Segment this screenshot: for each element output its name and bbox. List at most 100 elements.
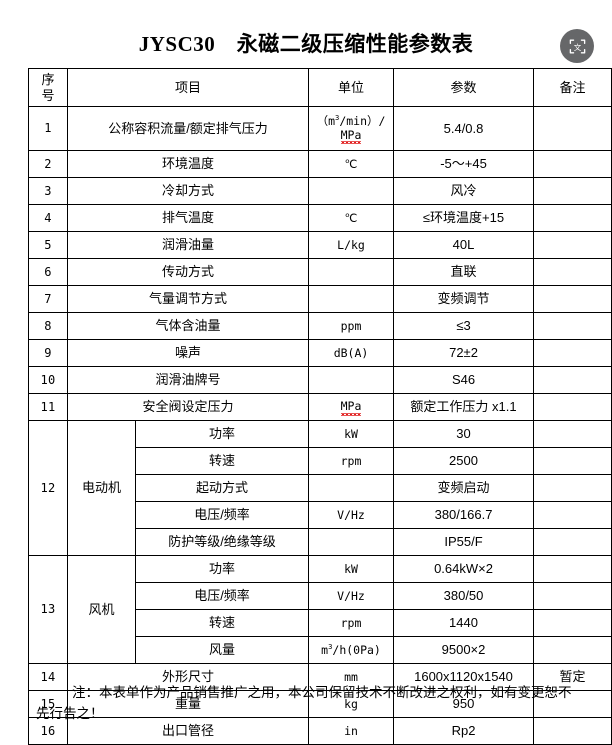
spec-table: 序号项目 单位 参数 备注 1 公称容积流量/额定排气压力 （m3/min）/MPa 5.4/… xyxy=(28,68,612,745)
cell-no: 10 xyxy=(28,366,68,394)
cell-param: 30 xyxy=(393,420,535,448)
cell-item: 润滑油量 xyxy=(66,231,310,259)
cell-no: 9 xyxy=(28,339,68,367)
cell-unit: kW xyxy=(308,420,395,448)
cell-param: 40L xyxy=(393,231,535,259)
cell-item: 外形尺寸 xyxy=(66,663,310,691)
cell-remark xyxy=(533,501,612,529)
table-row: 2 环境温度 ℃ -5～+45 xyxy=(28,150,612,178)
cell-param: 9500×2 xyxy=(393,636,535,664)
table-row: 8 气体含油量 ppm ≤3 xyxy=(28,312,612,340)
cell-unit: rpm xyxy=(308,609,395,637)
footer-note: 注：本表单作为产品销售推广之用，本公司保留技术不断改进之权利，如有变更恕不先行告… xyxy=(36,685,572,721)
cell-item: 转速 xyxy=(134,447,310,475)
cell-remark xyxy=(533,106,612,151)
cell-no: 2 xyxy=(28,150,68,178)
cell-no: 5 xyxy=(28,231,68,259)
cell-remark xyxy=(533,447,612,475)
cell-no: 3 xyxy=(28,177,68,205)
table-row: 10 润滑油牌号 S46 xyxy=(28,366,612,394)
cell-no: 4 xyxy=(28,204,68,232)
cell-param: 5.4/0.8 xyxy=(393,106,535,151)
cell-unit: kW xyxy=(308,555,395,583)
table-row: 9 噪声 dB(A) 72±2 xyxy=(28,339,612,367)
cell-remark xyxy=(533,528,612,556)
cell-item: 电压/频率 xyxy=(134,501,310,529)
cell-param: 1440 xyxy=(393,609,535,637)
cell-item: 噪声 xyxy=(66,339,310,367)
header-item: 项目 xyxy=(66,68,310,107)
cell-item: 起动方式 xyxy=(134,474,310,502)
table-row: 风量 m3/h(0Pa) 9500×2 xyxy=(29,636,612,664)
cell-param: 2500 xyxy=(393,447,535,475)
cell-item: 冷却方式 xyxy=(66,177,310,205)
cell-unit: kg xyxy=(308,690,395,718)
table-row: 起动方式 变频启动 xyxy=(29,474,612,502)
cell-item: 功率 xyxy=(134,555,310,583)
cell-item: 排气温度 xyxy=(66,204,310,232)
cell-unit xyxy=(308,258,395,286)
cell-remark xyxy=(533,636,612,664)
cell-remark xyxy=(533,474,612,502)
cell-remark xyxy=(533,339,612,367)
cell-unit: ppm xyxy=(308,312,395,340)
cell-param: IP55/F xyxy=(393,528,535,556)
scan-text-icon[interactable]: 文 xyxy=(560,29,594,63)
cell-unit: （m3/min）/MPa xyxy=(308,106,395,151)
cell-remark xyxy=(533,285,612,313)
cell-item: 环境温度 xyxy=(66,150,310,178)
cell-group-name: 风机 xyxy=(67,555,136,664)
cell-param: 1600x1120x1540 xyxy=(393,663,535,691)
cell-param: ≤环境温度+15 xyxy=(393,204,535,232)
cell-no: 6 xyxy=(28,258,68,286)
cell-unit: V/Hz xyxy=(308,501,395,529)
cell-param: 变频调节 xyxy=(393,285,535,313)
table-row: 15 重量 kg 950 xyxy=(28,690,612,718)
header-remark: 备注 xyxy=(533,68,612,107)
cell-item: 公称容积流量/额定排气压力 xyxy=(66,106,310,151)
table-row: 1 公称容积流量/额定排气压力 （m3/min）/MPa 5.4/0.8 xyxy=(28,106,612,151)
cell-item: 安全阀设定压力 xyxy=(66,393,310,421)
cell-remark xyxy=(533,150,612,178)
table-row: 转速 rpm 1440 xyxy=(29,609,612,637)
cell-remark xyxy=(533,609,612,637)
cell-remark xyxy=(533,312,612,340)
cell-no: 8 xyxy=(28,312,68,340)
cell-remark xyxy=(533,366,612,394)
table-row: 转速 rpm 2500 xyxy=(29,447,612,475)
cell-no: 12 xyxy=(28,420,68,556)
cell-unit xyxy=(308,177,395,205)
header-unit: 单位 xyxy=(308,68,395,107)
cell-item: 功率 xyxy=(134,420,310,448)
header-param: 参数 xyxy=(393,68,535,107)
cell-unit: L/kg xyxy=(308,231,395,259)
table-row: 电压/频率 V/Hz 380/50 xyxy=(29,582,612,610)
cell-unit xyxy=(308,528,395,556)
cell-remark xyxy=(533,204,612,232)
cell-remark xyxy=(533,582,612,610)
page-title: JYSC30 永磁二级压缩性能参数表 xyxy=(138,32,474,56)
cell-param: ≤3 xyxy=(393,312,535,340)
scan-text-glyph: 文 xyxy=(569,38,585,54)
cell-item: 气量调节方式 xyxy=(66,285,310,313)
cell-unit: ℃ xyxy=(308,204,395,232)
cell-remark xyxy=(533,393,612,421)
cell-unit: m3/h(0Pa) xyxy=(308,636,395,664)
cell-group-name: 电动机 xyxy=(67,420,136,556)
cell-param: 风冷 xyxy=(393,177,535,205)
table-row: 13 风机 功率 kW 0.64kW×2 xyxy=(28,555,612,664)
cell-param: 0.64kW×2 xyxy=(393,555,535,583)
table-row: 4 排气温度 ℃ ≤环境温度+15 xyxy=(28,204,612,232)
cell-unit: mm xyxy=(308,663,395,691)
cell-item: 传动方式 xyxy=(66,258,310,286)
cell-item: 电压/频率 xyxy=(134,582,310,610)
cell-param: 380/166.7 xyxy=(393,501,535,529)
cell-item: 防护等级/绝缘等级 xyxy=(134,528,310,556)
table-row: 11 安全阀设定压力 MPa 额定工作压力 x1.1 xyxy=(28,393,612,421)
cell-param: -5～+45 xyxy=(393,150,535,178)
cell-param: 72±2 xyxy=(393,339,535,367)
table-row: 5 润滑油量 L/kg 40L xyxy=(28,231,612,259)
cell-unit: ℃ xyxy=(308,150,395,178)
cell-unit: V/Hz xyxy=(308,582,395,610)
cell-no: 7 xyxy=(28,285,68,313)
